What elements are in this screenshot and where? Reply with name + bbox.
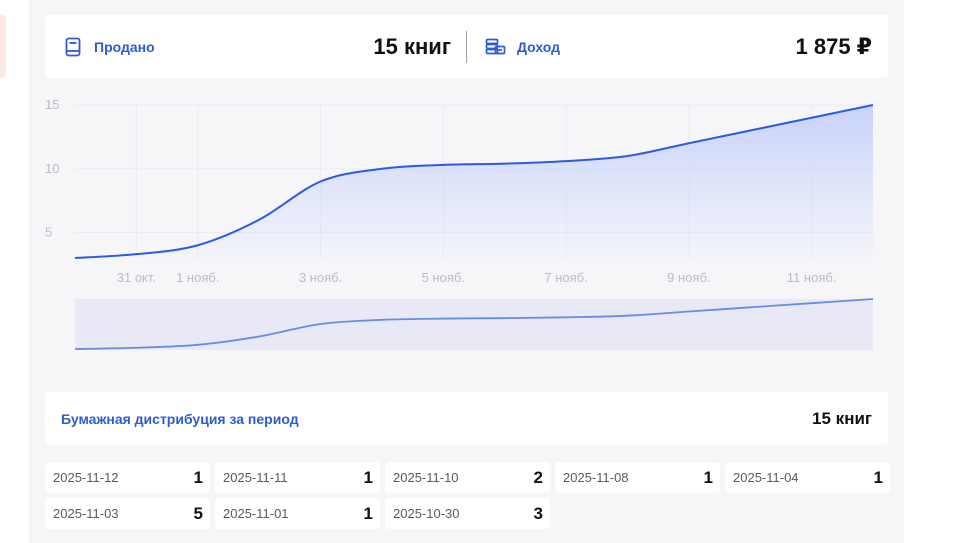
date-card-date: 2025-10-30 — [393, 506, 460, 521]
navigator-series-line — [74, 298, 874, 350]
book-icon — [65, 37, 81, 56]
x-tick-label: 9 нояб. — [667, 270, 710, 285]
distribution-title: Бумажная дистрибуция за период — [61, 410, 299, 427]
x-tick-label: 5 нояб. — [422, 270, 465, 285]
date-card-date: 2025-11-08 — [563, 470, 629, 485]
sales-panel: Продано 15 книг Доход 1 875 ₽ 5 10 15 31 ок… — [29, 0, 904, 543]
sold-label-text: Продано — [94, 38, 155, 55]
income-stat-label: Доход — [485, 15, 560, 78]
date-card: 2025-11-11 1 — [215, 462, 380, 493]
date-card-count: 3 — [533, 503, 543, 523]
date-card-count: 1 — [363, 503, 373, 523]
date-card-count: 1 — [193, 467, 203, 487]
x-tick-label: 11 нояб. — [787, 270, 837, 285]
stats-card: Продано 15 книг Доход 1 875 ₽ — [45, 15, 888, 78]
date-card-count: 1 — [363, 467, 373, 487]
date-card-count: 5 — [193, 503, 203, 523]
series-line — [74, 104, 874, 259]
chart-navigator[interactable] — [29, 296, 904, 354]
date-card: 2025-11-01 1 — [215, 498, 380, 529]
sold-value: 15 книг — [373, 33, 451, 59]
date-card-date: 2025-11-10 — [393, 470, 459, 485]
date-card-date: 2025-11-04 — [733, 470, 799, 485]
date-card-count: 1 — [873, 467, 883, 487]
date-card: 2025-11-08 1 — [555, 462, 720, 493]
date-card-date: 2025-11-11 — [223, 470, 288, 485]
coins-stack-icon — [485, 38, 506, 54]
date-card: 2025-10-30 3 — [385, 498, 550, 529]
distribution-date-list: 2025-11-12 1 2025-11-11 1 2025-11-10 2 2025-11… — [45, 462, 890, 529]
x-tick-label: 1 нояб. — [176, 270, 219, 285]
date-card: 2025-11-12 1 — [45, 462, 210, 493]
x-tick-label: 31 окт. — [117, 270, 156, 285]
sold-stat-label: Продано — [63, 15, 155, 78]
date-card-date: 2025-11-01 — [223, 506, 289, 521]
income-label-text: Доход — [517, 38, 561, 55]
x-tick-label: 3 нояб. — [299, 270, 342, 285]
x-tick-label: 7 нояб. — [544, 270, 587, 285]
distribution-header: Бумажная дистрибуция за период 15 книг — [45, 392, 888, 445]
date-card: 2025-11-10 2 — [385, 462, 550, 493]
series-area — [75, 105, 873, 258]
date-card-date: 2025-11-03 — [53, 506, 119, 521]
date-card: 2025-11-04 1 — [725, 462, 890, 493]
distribution-total: 15 книг — [812, 408, 872, 428]
y-tick-label: 5 — [45, 225, 52, 240]
date-card-count: 1 — [703, 467, 713, 487]
date-card: 2025-11-03 5 — [45, 498, 210, 529]
stats-divider — [466, 31, 467, 63]
y-tick-label: 15 — [45, 97, 59, 112]
sales-chart[interactable]: 5 10 15 31 окт. 1 нояб. 3 нояб. 5 нояб. 7 нояб.… — [29, 88, 904, 288]
date-card-count: 2 — [533, 467, 543, 487]
y-tick-label: 10 — [45, 161, 59, 176]
offscreen-element-edge — [0, 14, 6, 78]
date-card-date: 2025-11-12 — [53, 470, 119, 485]
income-value: 1 875 ₽ — [795, 33, 872, 59]
